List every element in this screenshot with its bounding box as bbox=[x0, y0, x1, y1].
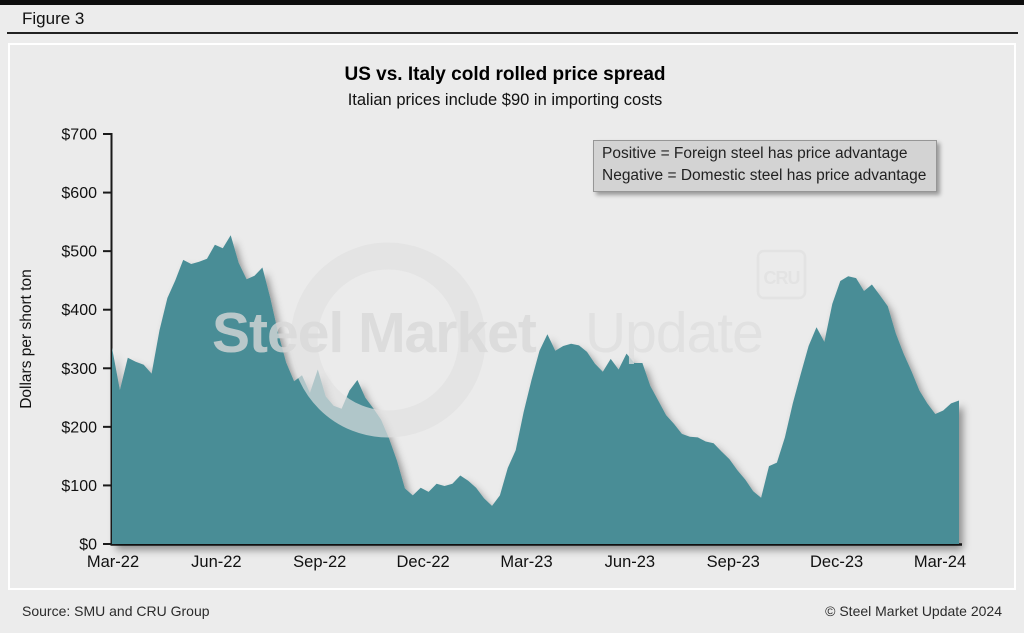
y-tick-label: $100 bbox=[61, 478, 97, 495]
chart-title: US vs. Italy cold rolled price spread bbox=[344, 64, 666, 85]
x-tick-label: Jun-23 bbox=[605, 553, 655, 571]
y-tick-label: $700 bbox=[61, 127, 97, 144]
figure-divider-line bbox=[7, 32, 1018, 34]
watermark-layer: Steel Market Update CRU bbox=[212, 242, 807, 438]
x-tick-label: Dec-23 bbox=[810, 553, 863, 571]
top-black-bar bbox=[0, 0, 1024, 5]
x-tick-label: Mar-23 bbox=[500, 553, 552, 571]
legend-line-positive: Positive = Foreign steel has price advan… bbox=[602, 145, 908, 162]
watermark-bold-text: Steel Market bbox=[212, 301, 537, 365]
area-series bbox=[112, 235, 959, 545]
source-note: Source: SMU and CRU Group bbox=[22, 603, 210, 619]
y-tick-label: $0 bbox=[79, 537, 97, 554]
y-tick-label: $400 bbox=[61, 302, 97, 319]
x-tick-label: Dec-22 bbox=[397, 553, 450, 571]
x-tick-label: Sep-23 bbox=[707, 553, 760, 571]
y-tick-label: $600 bbox=[61, 185, 97, 202]
y-axis-title: Dollars per short ton bbox=[18, 269, 35, 409]
figure-label: Figure 3 bbox=[22, 9, 85, 28]
x-tick-label: Mar-22 bbox=[87, 553, 139, 571]
y-tick-label: $200 bbox=[61, 419, 97, 436]
cru-watermark-badge: CRU bbox=[756, 249, 807, 300]
x-tick-label: Jun-22 bbox=[191, 553, 241, 571]
legend-annotation-box: Positive = Foreign steel has price advan… bbox=[593, 140, 938, 192]
x-tick-label: Sep-22 bbox=[293, 553, 346, 571]
watermark-light-text: Update bbox=[585, 301, 763, 365]
copyright-note: © Steel Market Update 2024 bbox=[825, 603, 1002, 619]
y-tick-label: $500 bbox=[61, 244, 97, 261]
y-tick-label: $300 bbox=[61, 361, 97, 378]
cru-badge-text: CRU bbox=[764, 268, 800, 288]
legend-line-negative: Negative = Domestic steel has price adva… bbox=[602, 167, 927, 184]
chart-subtitle: Italian prices include $90 in importing … bbox=[347, 91, 663, 109]
watermark-circle-logo bbox=[290, 242, 486, 438]
axes-layer: $0 $100 $200 $300 $400 $500 $600 $700 Mar-22 Jun-… bbox=[18, 127, 966, 572]
x-tick-label: Mar-24 bbox=[914, 553, 966, 571]
price-spread-area bbox=[112, 235, 959, 545]
